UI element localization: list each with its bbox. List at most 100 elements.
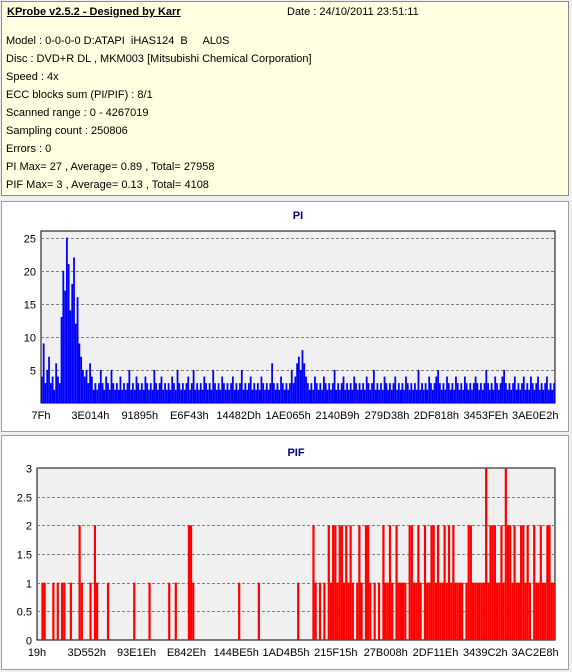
pi-bar bbox=[551, 389, 554, 403]
pif-bar bbox=[373, 582, 376, 640]
pi-bar bbox=[139, 389, 141, 403]
pi-bar bbox=[415, 389, 418, 403]
pi-bar bbox=[460, 383, 463, 403]
pif-bar bbox=[419, 582, 422, 640]
pif-xtick-label: 19h bbox=[28, 647, 46, 659]
pi-bar bbox=[201, 389, 204, 403]
pi-bar bbox=[419, 389, 422, 403]
pif-bar bbox=[349, 525, 352, 640]
pi-bar bbox=[46, 369, 49, 403]
pif-bar bbox=[41, 582, 44, 640]
pif-bar bbox=[485, 468, 488, 640]
pi-bar bbox=[224, 389, 227, 403]
pi-bar bbox=[57, 376, 59, 403]
pi-bar bbox=[239, 383, 241, 403]
pif-bar bbox=[517, 582, 521, 640]
pif-bar bbox=[522, 525, 525, 640]
pif-bar bbox=[528, 582, 531, 640]
pi-bar bbox=[414, 383, 416, 403]
pi-bar bbox=[194, 389, 197, 403]
pi-bar bbox=[469, 383, 472, 403]
pif-bar bbox=[498, 582, 501, 640]
pi-bar bbox=[235, 383, 238, 403]
pif-bar bbox=[397, 582, 400, 640]
scan-date: Date : 24/10/2011 23:51:11 bbox=[287, 6, 419, 18]
pi-bar bbox=[369, 389, 372, 403]
pif-bar bbox=[552, 582, 555, 640]
pi-bar bbox=[546, 376, 548, 403]
pi-bar bbox=[342, 376, 345, 403]
pif-bar bbox=[312, 525, 315, 640]
pi-bar bbox=[196, 383, 199, 403]
pi-bar bbox=[73, 257, 75, 403]
pi-bar bbox=[262, 383, 265, 403]
pi-bar bbox=[64, 290, 66, 403]
pif-bar bbox=[356, 582, 359, 640]
info-pi-stats: PI Max= 27 , Average= 0.89 , Total= 2795… bbox=[6, 161, 215, 173]
pi-bar bbox=[435, 376, 438, 403]
pi-bar bbox=[330, 389, 332, 403]
pi-bar bbox=[290, 369, 293, 403]
pi-bar bbox=[158, 383, 161, 403]
pi-bar bbox=[385, 383, 388, 403]
pi-bar bbox=[53, 389, 56, 403]
pi-bar bbox=[387, 389, 390, 403]
pi-bar bbox=[256, 383, 259, 403]
pi-bar bbox=[326, 389, 329, 403]
pif-bar bbox=[133, 582, 136, 640]
pi-bar bbox=[451, 383, 454, 403]
pif-bar bbox=[402, 582, 405, 640]
pif-bar bbox=[377, 582, 381, 640]
pi-bar bbox=[153, 369, 156, 403]
pi-bar bbox=[65, 237, 68, 403]
pi-bar bbox=[406, 383, 409, 403]
pi-bar bbox=[389, 383, 391, 403]
pif-xtick-label: E842Eh bbox=[167, 647, 206, 659]
pi-bar bbox=[483, 383, 486, 403]
pi-bar bbox=[71, 283, 74, 403]
pi-bar bbox=[274, 389, 277, 403]
info-sampling: Sampling count : 250806 bbox=[6, 125, 128, 137]
pi-bar bbox=[512, 383, 514, 403]
pi-bar bbox=[485, 369, 488, 403]
pi-bar bbox=[455, 376, 457, 403]
pi-bar bbox=[478, 389, 481, 403]
pi-bar bbox=[547, 389, 550, 403]
pif-bar bbox=[430, 525, 433, 640]
pif-bar bbox=[493, 525, 496, 640]
pi-bar bbox=[123, 383, 125, 403]
pif-bar bbox=[190, 525, 193, 640]
pif-bar bbox=[332, 525, 335, 640]
pi-bar bbox=[271, 363, 274, 403]
pi-bar bbox=[358, 383, 361, 403]
pi-bar bbox=[421, 383, 423, 403]
pi-bar bbox=[41, 376, 43, 403]
pi-bar bbox=[301, 350, 304, 403]
pi-bar bbox=[372, 369, 375, 403]
pif-bar bbox=[452, 525, 455, 640]
pi-xtick-label: 14482Dh bbox=[216, 410, 261, 422]
pi-bar bbox=[62, 270, 65, 403]
pi-bar bbox=[315, 383, 318, 403]
pif-bar bbox=[515, 582, 518, 640]
pi-bar bbox=[48, 356, 50, 403]
pif-bar bbox=[511, 582, 514, 640]
pi-xtick-label: 3AE0E2h bbox=[512, 410, 558, 422]
pi-bar bbox=[42, 343, 45, 403]
pi-bar bbox=[149, 383, 152, 403]
pi-bar bbox=[280, 376, 282, 403]
pif-bar bbox=[502, 582, 505, 640]
pif-bar bbox=[257, 582, 260, 640]
pi-bar bbox=[58, 383, 61, 403]
pi-bar bbox=[394, 376, 397, 403]
pi-bar bbox=[533, 389, 536, 403]
pif-bar bbox=[61, 582, 64, 640]
pi-bar bbox=[144, 376, 147, 403]
pif-bar bbox=[408, 525, 411, 640]
pi-bar bbox=[417, 369, 420, 403]
pi-bar bbox=[208, 383, 211, 403]
pif-bar bbox=[187, 525, 190, 640]
pif-bar bbox=[345, 525, 348, 640]
pi-bar bbox=[164, 383, 166, 403]
pi-bar bbox=[374, 389, 377, 403]
